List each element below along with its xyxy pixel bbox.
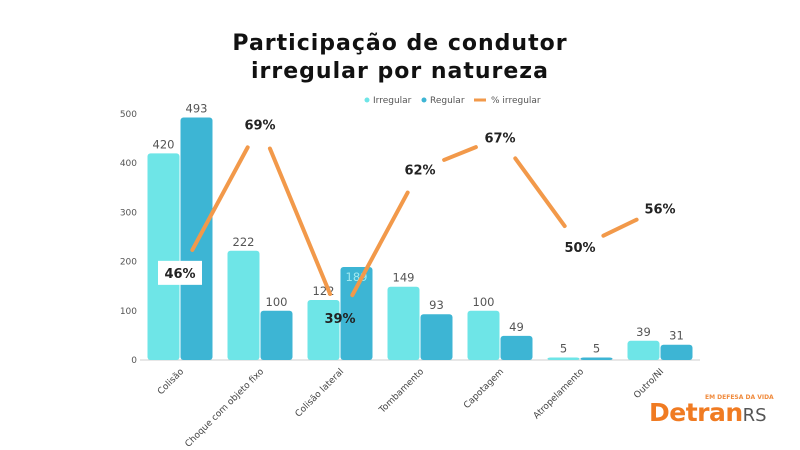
pct-label: 69% [244, 119, 275, 134]
y-tick-label: 100 [120, 307, 137, 317]
value-label-regular: 5 [593, 342, 600, 356]
y-tick-label: 500 [120, 110, 137, 120]
value-label-irregular: 122 [313, 284, 335, 298]
bar-irregular [627, 340, 660, 360]
category-label: Choque com objeto fixo [184, 367, 267, 450]
bar-irregular [467, 310, 500, 360]
category-label: Colisão [156, 367, 186, 397]
category-label: Outro/NI [632, 367, 666, 401]
bar-irregular [547, 357, 580, 360]
category-label: Atropelamento [532, 367, 587, 422]
category-label: Capotagem [462, 367, 506, 411]
legend-label-pct: % irregular [491, 96, 541, 106]
pct-label: 56% [644, 202, 675, 217]
legend-label-regular: Regular [430, 96, 465, 106]
category-label: Colisão lateral [294, 367, 346, 419]
bar-irregular [307, 299, 340, 360]
legend-swatch-irregular [364, 97, 370, 103]
pct-line-segment [513, 156, 567, 229]
value-label-irregular: 149 [393, 271, 415, 285]
legend: Irregular Regular % irregular [364, 96, 541, 106]
value-label-irregular: 39 [636, 325, 651, 339]
bar-irregular [387, 286, 420, 360]
chart-title-line2: irregular por natureza [251, 59, 549, 84]
legend-label-irregular: Irregular [373, 96, 412, 106]
value-label-irregular: 100 [473, 295, 495, 309]
bar-regular [500, 335, 533, 360]
pct-label: 46% [164, 267, 195, 282]
legend-swatch-regular [421, 97, 427, 103]
value-label-irregular: 222 [233, 235, 255, 249]
bar-irregular [147, 153, 180, 360]
value-label-regular: 100 [266, 295, 288, 309]
pct-line-segment [442, 145, 478, 162]
logo-tagline: EM DEFESA DA VIDA [705, 394, 774, 401]
logo-word-main: Detran [649, 398, 743, 427]
bar-irregular [227, 250, 260, 360]
pct-line-segment [350, 190, 410, 298]
value-label-regular: 493 [186, 101, 208, 115]
value-label-irregular: 5 [560, 342, 567, 356]
bar-regular [260, 310, 293, 360]
bar-regular [420, 314, 453, 360]
value-label-regular: 49 [509, 320, 524, 334]
pct-label: 67% [484, 131, 515, 146]
chart-title: Participação de condutor irregular por n… [0, 30, 800, 86]
bar-regular [580, 357, 613, 360]
pct-label: 39% [324, 312, 355, 327]
y-tick-label: 200 [120, 258, 137, 268]
pct-line-segment [190, 145, 250, 252]
chart-title-line1: Participação de condutor [232, 31, 568, 56]
value-label-irregular: 420 [153, 137, 175, 151]
pct-label: 50% [564, 241, 595, 256]
bar-regular [660, 344, 693, 360]
bars [147, 117, 693, 360]
y-tick-label: 0 [131, 356, 137, 366]
value-label-regular: 93 [429, 298, 444, 312]
pct-label: 62% [404, 164, 435, 179]
detran-logo: DetranRS [649, 398, 767, 427]
category-label: Tombamento [377, 367, 427, 417]
pct-line-layer: 46% 69% 39% 62% 67% 50% 56% [158, 119, 676, 327]
pct-line-segment [601, 217, 639, 238]
pct-label-box [158, 260, 202, 285]
bar-regular [340, 267, 373, 360]
pct-line-segment [267, 146, 333, 296]
y-tick-label: 400 [120, 159, 137, 169]
y-tick-label: 300 [120, 208, 137, 218]
value-label-regular: 31 [669, 329, 684, 343]
logo-word-suffix: RS [742, 405, 767, 426]
